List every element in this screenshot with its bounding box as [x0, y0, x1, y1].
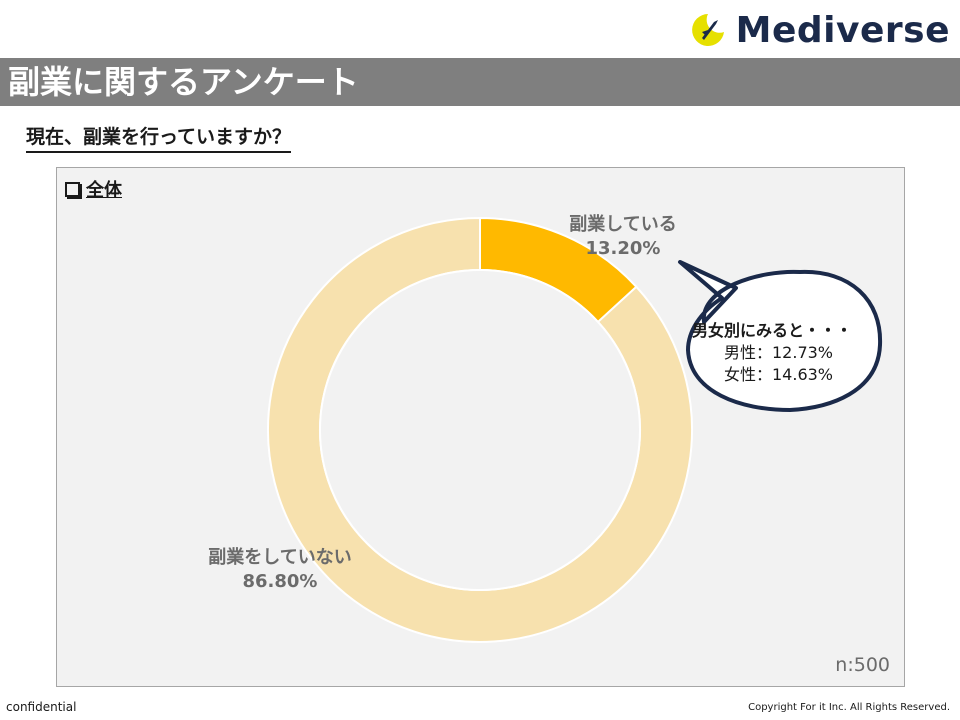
slice-label-no: 副業をしていない 86.80% — [180, 546, 380, 594]
callout-line-female: 女性：14.63% — [724, 365, 834, 384]
page-title: 副業に関するアンケート — [8, 63, 359, 101]
callout-heading: 男女別にみると・・・ — [692, 321, 853, 340]
brand-name: Mediverse — [735, 9, 950, 51]
rocket-moon-icon — [691, 14, 724, 46]
footer-copyright: Copyright For it Inc. All Rights Reserve… — [748, 702, 950, 713]
slice-label-yes-value: 13.20% — [585, 238, 661, 259]
panel-title-text: 全体 — [86, 180, 122, 201]
donut-hole — [319, 269, 641, 591]
slice-label-yes-name: 副業している — [569, 214, 677, 235]
checkbox-bullet-icon — [65, 181, 80, 197]
sample-size: n:500 — [835, 654, 890, 676]
panel-title: 全体 — [65, 176, 122, 202]
callout-bubble — [678, 260, 883, 412]
slice-label-no-value: 86.80% — [242, 571, 318, 592]
callout-text: 男女別にみると・・・ 男性：12.73% 女性：14.63% — [692, 320, 882, 386]
brand-logo: Mediverse — [688, 8, 950, 52]
callout-line-male: 男性：12.73% — [724, 343, 834, 362]
survey-question: 現在、副業を行っていますか？ — [26, 122, 292, 153]
footer-confidential: confidential — [6, 700, 77, 714]
slice-label-no-name: 副業をしていない — [208, 547, 352, 568]
title-bar: 副業に関するアンケート — [0, 58, 960, 106]
slice-label-yes: 副業している 13.20% — [538, 213, 708, 261]
